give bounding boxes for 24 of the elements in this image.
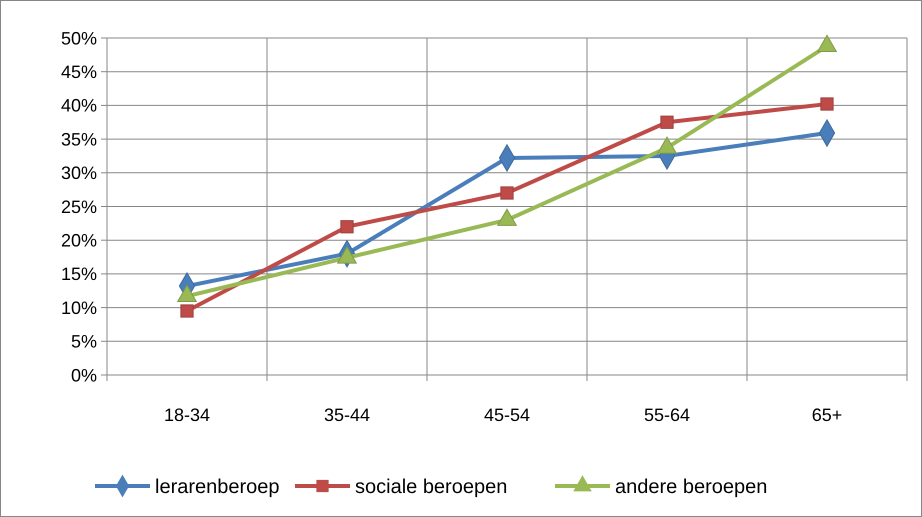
legend-label: lerarenberoep	[155, 476, 280, 498]
x-tick-label: 18-34	[164, 405, 210, 425]
point	[340, 220, 354, 234]
legend-label: sociale beroepen	[355, 476, 508, 498]
point	[660, 116, 674, 129]
point	[180, 304, 194, 318]
x-tick-label: 55-64	[644, 405, 690, 425]
y-tick-label: 35%	[60, 129, 97, 150]
y-tick-label: 40%	[60, 96, 97, 116]
y-tick-label: 25%	[60, 196, 97, 217]
y-tick-label: 10%	[60, 298, 97, 318]
y-tick-label: 30%	[60, 163, 97, 184]
y-tick-label: 20%	[60, 230, 97, 250]
y-tick-label: 5%	[70, 332, 97, 352]
point	[500, 186, 514, 200]
legend-label: andere beroepen	[615, 476, 768, 498]
y-tick-label: 50%	[60, 28, 97, 48]
x-tick-label: 65+	[812, 405, 842, 425]
x-tick-label: 45-54	[484, 405, 530, 425]
y-tick-label: 0%	[70, 365, 97, 386]
point	[820, 97, 834, 111]
y-tick-label: 45%	[60, 62, 97, 82]
x-tick-label: 35-44	[324, 405, 370, 425]
y-tick-label: 15%	[60, 264, 97, 284]
